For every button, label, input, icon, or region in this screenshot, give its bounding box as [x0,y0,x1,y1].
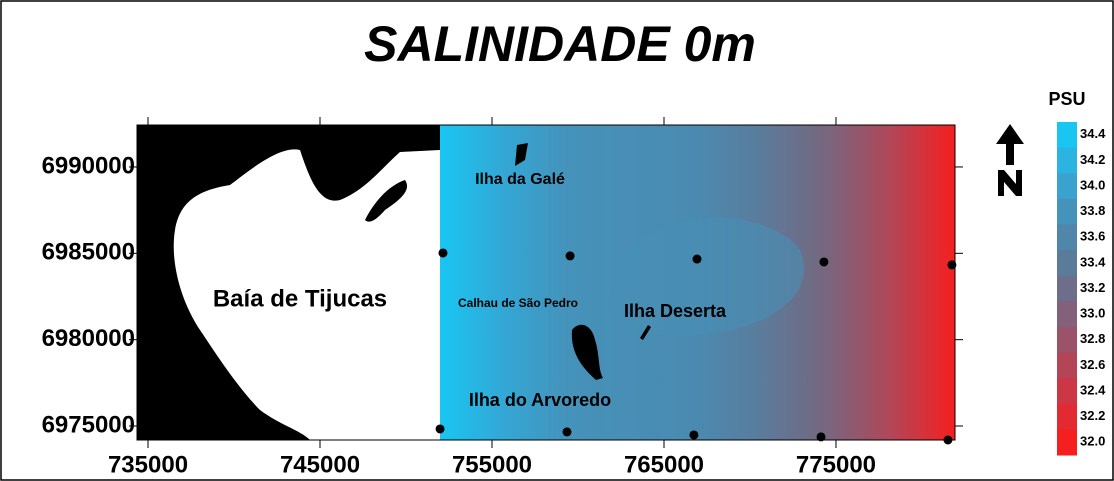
colorbar-box [1057,352,1077,379]
colorbar-title: PSU [1048,89,1085,109]
y-tick-label: 6975000 [42,411,135,438]
place-label: Ilha do Arvoredo [469,390,611,410]
colorbar-box [1057,275,1077,302]
plot-border [136,124,956,441]
colorbar-box [1057,403,1077,430]
colorbar-label: 34.2 [1080,152,1105,167]
station [438,248,448,258]
colorbar-box [1057,147,1077,174]
colorbar-box [1057,301,1077,328]
map-area [137,125,955,440]
x-tick-label: 735000 [108,451,188,478]
colorbar-box [1057,326,1077,354]
station [435,424,445,434]
colorbar-box [1057,378,1077,405]
colorbar-label: 33.8 [1080,203,1105,218]
station [692,254,702,264]
colorbar-label: 32.2 [1080,408,1105,423]
y-tick-label: 6980000 [42,325,135,352]
colorbar-label: 34.4 [1080,126,1106,141]
island [515,143,528,166]
contour-region [608,217,804,337]
station [565,251,575,261]
bay [173,149,440,440]
y-tick-label: 6985000 [42,239,135,266]
station [562,427,572,437]
x-tick-label: 745000 [280,451,360,478]
x-tick-label: 755000 [452,451,532,478]
island [571,324,603,380]
north-arrow [996,124,1024,196]
colorbar-box [1057,250,1077,277]
station [689,430,699,440]
station [819,257,829,267]
peninsula [365,180,408,222]
colorbar-label: 34.0 [1080,177,1105,192]
colorbar-label: 33.4 [1080,254,1106,269]
place-label: Ilha da Galé [475,171,565,188]
colorbar-label: 32.6 [1080,357,1105,372]
colorbar-box [1057,429,1077,456]
island [640,325,651,340]
colorbar-label: 33.0 [1080,306,1105,321]
place-label: Calhau de São Pedro [458,296,578,310]
place-label: Ilha Deserta [624,301,727,321]
colorbar-box [1057,198,1077,225]
colorbar-label: 32.8 [1080,331,1105,346]
colorbar-label: 32.4 [1080,382,1106,397]
map-title: SALINIDADE 0m [364,16,756,72]
colorbar-box [1057,224,1077,251]
y-tick-label: 6990000 [42,152,135,179]
colorbar-box [1057,173,1077,200]
x-tick-label: 775000 [796,451,876,478]
colorbar-label: 33.6 [1080,229,1105,244]
station [943,435,953,445]
x-tick-label: 765000 [624,451,704,478]
station [947,260,957,270]
station [816,432,826,442]
colorbar-label: 32.0 [1080,434,1105,449]
colorbar-label: 33.2 [1080,280,1105,295]
colorbar-box [1057,122,1077,149]
place-label: Baía de Tijucas [213,285,387,312]
